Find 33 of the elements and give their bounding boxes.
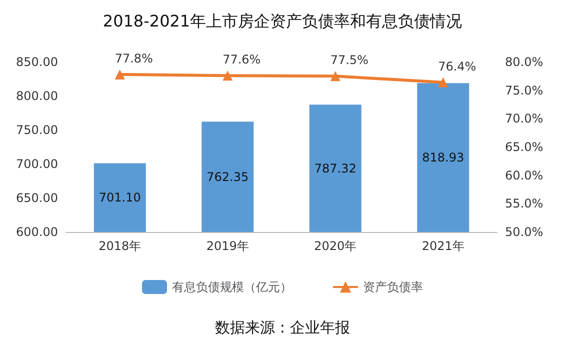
data-label: 76.4%: [438, 59, 476, 74]
y2-tick-label: 70.0%: [505, 112, 544, 126]
y2-tick-label: 75.0%: [505, 83, 544, 98]
y-tick-label: 800.00: [16, 89, 58, 103]
point: [222, 70, 233, 81]
x-tick-label: 2019年: [206, 239, 249, 253]
point: [438, 77, 448, 88]
x-tick-label: 2018年: [98, 239, 142, 253]
y-tick-label: 650.00: [16, 191, 58, 205]
y2-tick-label: 55.0%: [505, 196, 544, 211]
point: [330, 71, 340, 82]
data-label: 77.8%: [114, 51, 153, 66]
y-tick-label: 700.00: [16, 157, 58, 171]
y-tick-label: 600.00: [16, 225, 58, 239]
point: [114, 69, 125, 80]
legend-label: 有息负债规模（亿元）: [172, 280, 292, 294]
chart-title: 2018-2021年上市房企资产负债率和有息负债情况: [102, 12, 462, 30]
y2-tick-label: 60.0%: [505, 168, 544, 182]
y-tick-label: 750.00: [16, 123, 58, 137]
data-label: 701.10: [98, 190, 141, 205]
x-tick-label: 2021年: [422, 239, 464, 253]
x-tick-label: 2020年: [314, 239, 357, 253]
y2-tick-label: 65.0%: [505, 140, 544, 154]
source-note: 数据来源：企业年报: [215, 318, 350, 336]
legend-label: 资产负债率: [363, 280, 423, 294]
y2-tick-label: 80.0%: [505, 55, 544, 69]
data-label: 77.6%: [222, 52, 261, 67]
data-label: 818.93: [422, 150, 464, 165]
y2-tick-label: 50.0%: [505, 225, 544, 239]
data-label: 762.35: [206, 170, 249, 184]
data-label: 787.32: [314, 161, 356, 176]
data-label: 77.5%: [330, 53, 368, 68]
y-tick-label: 850.00: [16, 55, 58, 69]
